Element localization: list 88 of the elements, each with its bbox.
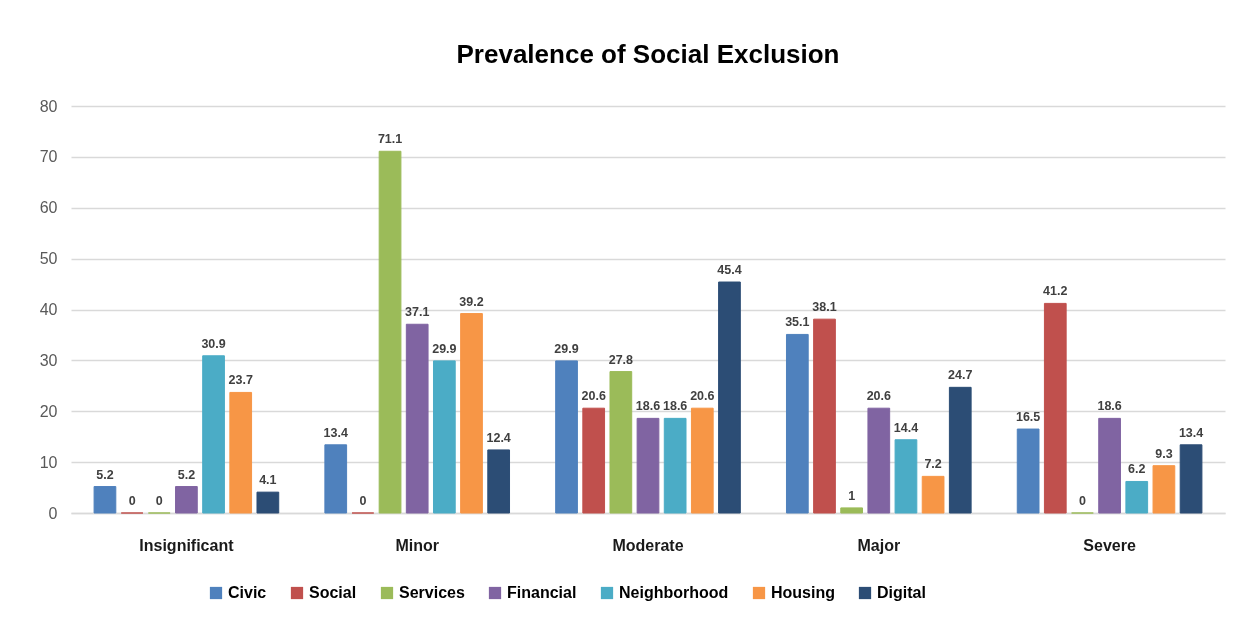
data-label: 71.1 [377, 132, 403, 147]
data-label: 35.1 [785, 315, 810, 330]
chart-title: Prevalence of Social Exclusion [456, 39, 840, 69]
bar [405, 323, 429, 514]
bar [894, 439, 918, 514]
data-label: 29.9 [554, 341, 579, 356]
y-tick-label: 80 [39, 97, 58, 115]
y-tick-label: 30 [39, 351, 58, 369]
legend-label: Services [399, 584, 465, 601]
legend-label: Civic [228, 584, 267, 601]
x-tick-label: Moderate [612, 536, 684, 554]
data-label: 0 [155, 494, 163, 508]
bar [1152, 465, 1176, 514]
data-label: 38.1 [812, 300, 837, 315]
bar [690, 407, 714, 514]
bar [1098, 417, 1121, 514]
data-label: 0 [128, 494, 136, 508]
data-label: 4.1 [259, 473, 277, 488]
bar [663, 417, 687, 514]
bar [555, 360, 578, 514]
bar [93, 486, 117, 514]
y-tick-label: 60 [39, 199, 58, 217]
data-label: 20.6 [866, 389, 891, 404]
data-label: 5.2 [177, 467, 196, 482]
data-label: 37.1 [405, 305, 430, 320]
data-label: 27.8 [608, 352, 634, 367]
x-tick-label: Insignificant [139, 536, 235, 554]
bar [487, 449, 511, 514]
bar [840, 507, 864, 514]
bar [867, 407, 891, 514]
data-label: 13.4 [323, 425, 348, 440]
bar [636, 417, 660, 514]
bar [202, 355, 225, 514]
y-tick-label: 10 [39, 453, 58, 471]
data-label: 39.2 [459, 294, 484, 309]
data-label: 20.6 [581, 389, 606, 404]
y-tick-label: 20 [39, 402, 58, 420]
data-label: 18.6 [635, 399, 661, 414]
data-label: 16.5 [1015, 410, 1041, 425]
y-tick-label: 70 [39, 148, 58, 166]
legend-label: Social [309, 584, 357, 601]
data-label: 29.9 [432, 341, 457, 356]
data-label: 14.4 [893, 420, 919, 435]
data-label: 13.4 [1178, 425, 1204, 440]
bar [1125, 480, 1149, 514]
bar [921, 475, 945, 514]
data-label: 24.7 [948, 368, 973, 383]
bar [582, 407, 606, 514]
legend-label: Neighborhood [619, 584, 729, 601]
data-label: 45.4 [717, 263, 742, 278]
data-label: 20.6 [690, 389, 715, 404]
data-label: 7.2 [924, 457, 942, 472]
legend-label: Financial [507, 584, 577, 601]
data-label: 23.7 [228, 373, 253, 388]
bar [324, 444, 348, 514]
bar [609, 371, 633, 514]
data-label: 5.2 [96, 467, 114, 482]
data-label: 30.9 [201, 336, 226, 351]
x-tick-label: Major [857, 536, 901, 554]
bar [460, 313, 483, 514]
legend-label: Digital [877, 584, 926, 601]
data-label: 0 [1078, 494, 1086, 508]
data-label: 18.6 [662, 399, 688, 414]
bar [813, 318, 836, 514]
legend-label: Housing [771, 584, 835, 601]
bar [948, 386, 972, 514]
data-label: 0 [359, 494, 367, 508]
bar [378, 150, 402, 514]
data-label: 6.2 [1128, 462, 1146, 477]
bar [175, 486, 198, 514]
data-label: 1 [848, 488, 856, 503]
bar [432, 360, 456, 514]
data-label: 18.6 [1097, 399, 1122, 414]
y-tick-label: 0 [48, 504, 58, 522]
bar [1179, 444, 1203, 514]
bar [718, 281, 741, 514]
y-tick-label: 50 [39, 250, 58, 268]
data-label: 12.4 [486, 430, 511, 445]
data-label: 9.3 [1155, 446, 1173, 461]
bar [229, 391, 253, 514]
x-tick-label: Severe [1083, 536, 1136, 554]
bar [1016, 428, 1040, 514]
bar [785, 333, 809, 514]
bar [256, 491, 280, 514]
data-label: 41.2 [1043, 284, 1068, 299]
bar [1043, 302, 1067, 514]
x-tick-label: Minor [395, 536, 439, 554]
y-tick-label: 40 [39, 301, 58, 318]
